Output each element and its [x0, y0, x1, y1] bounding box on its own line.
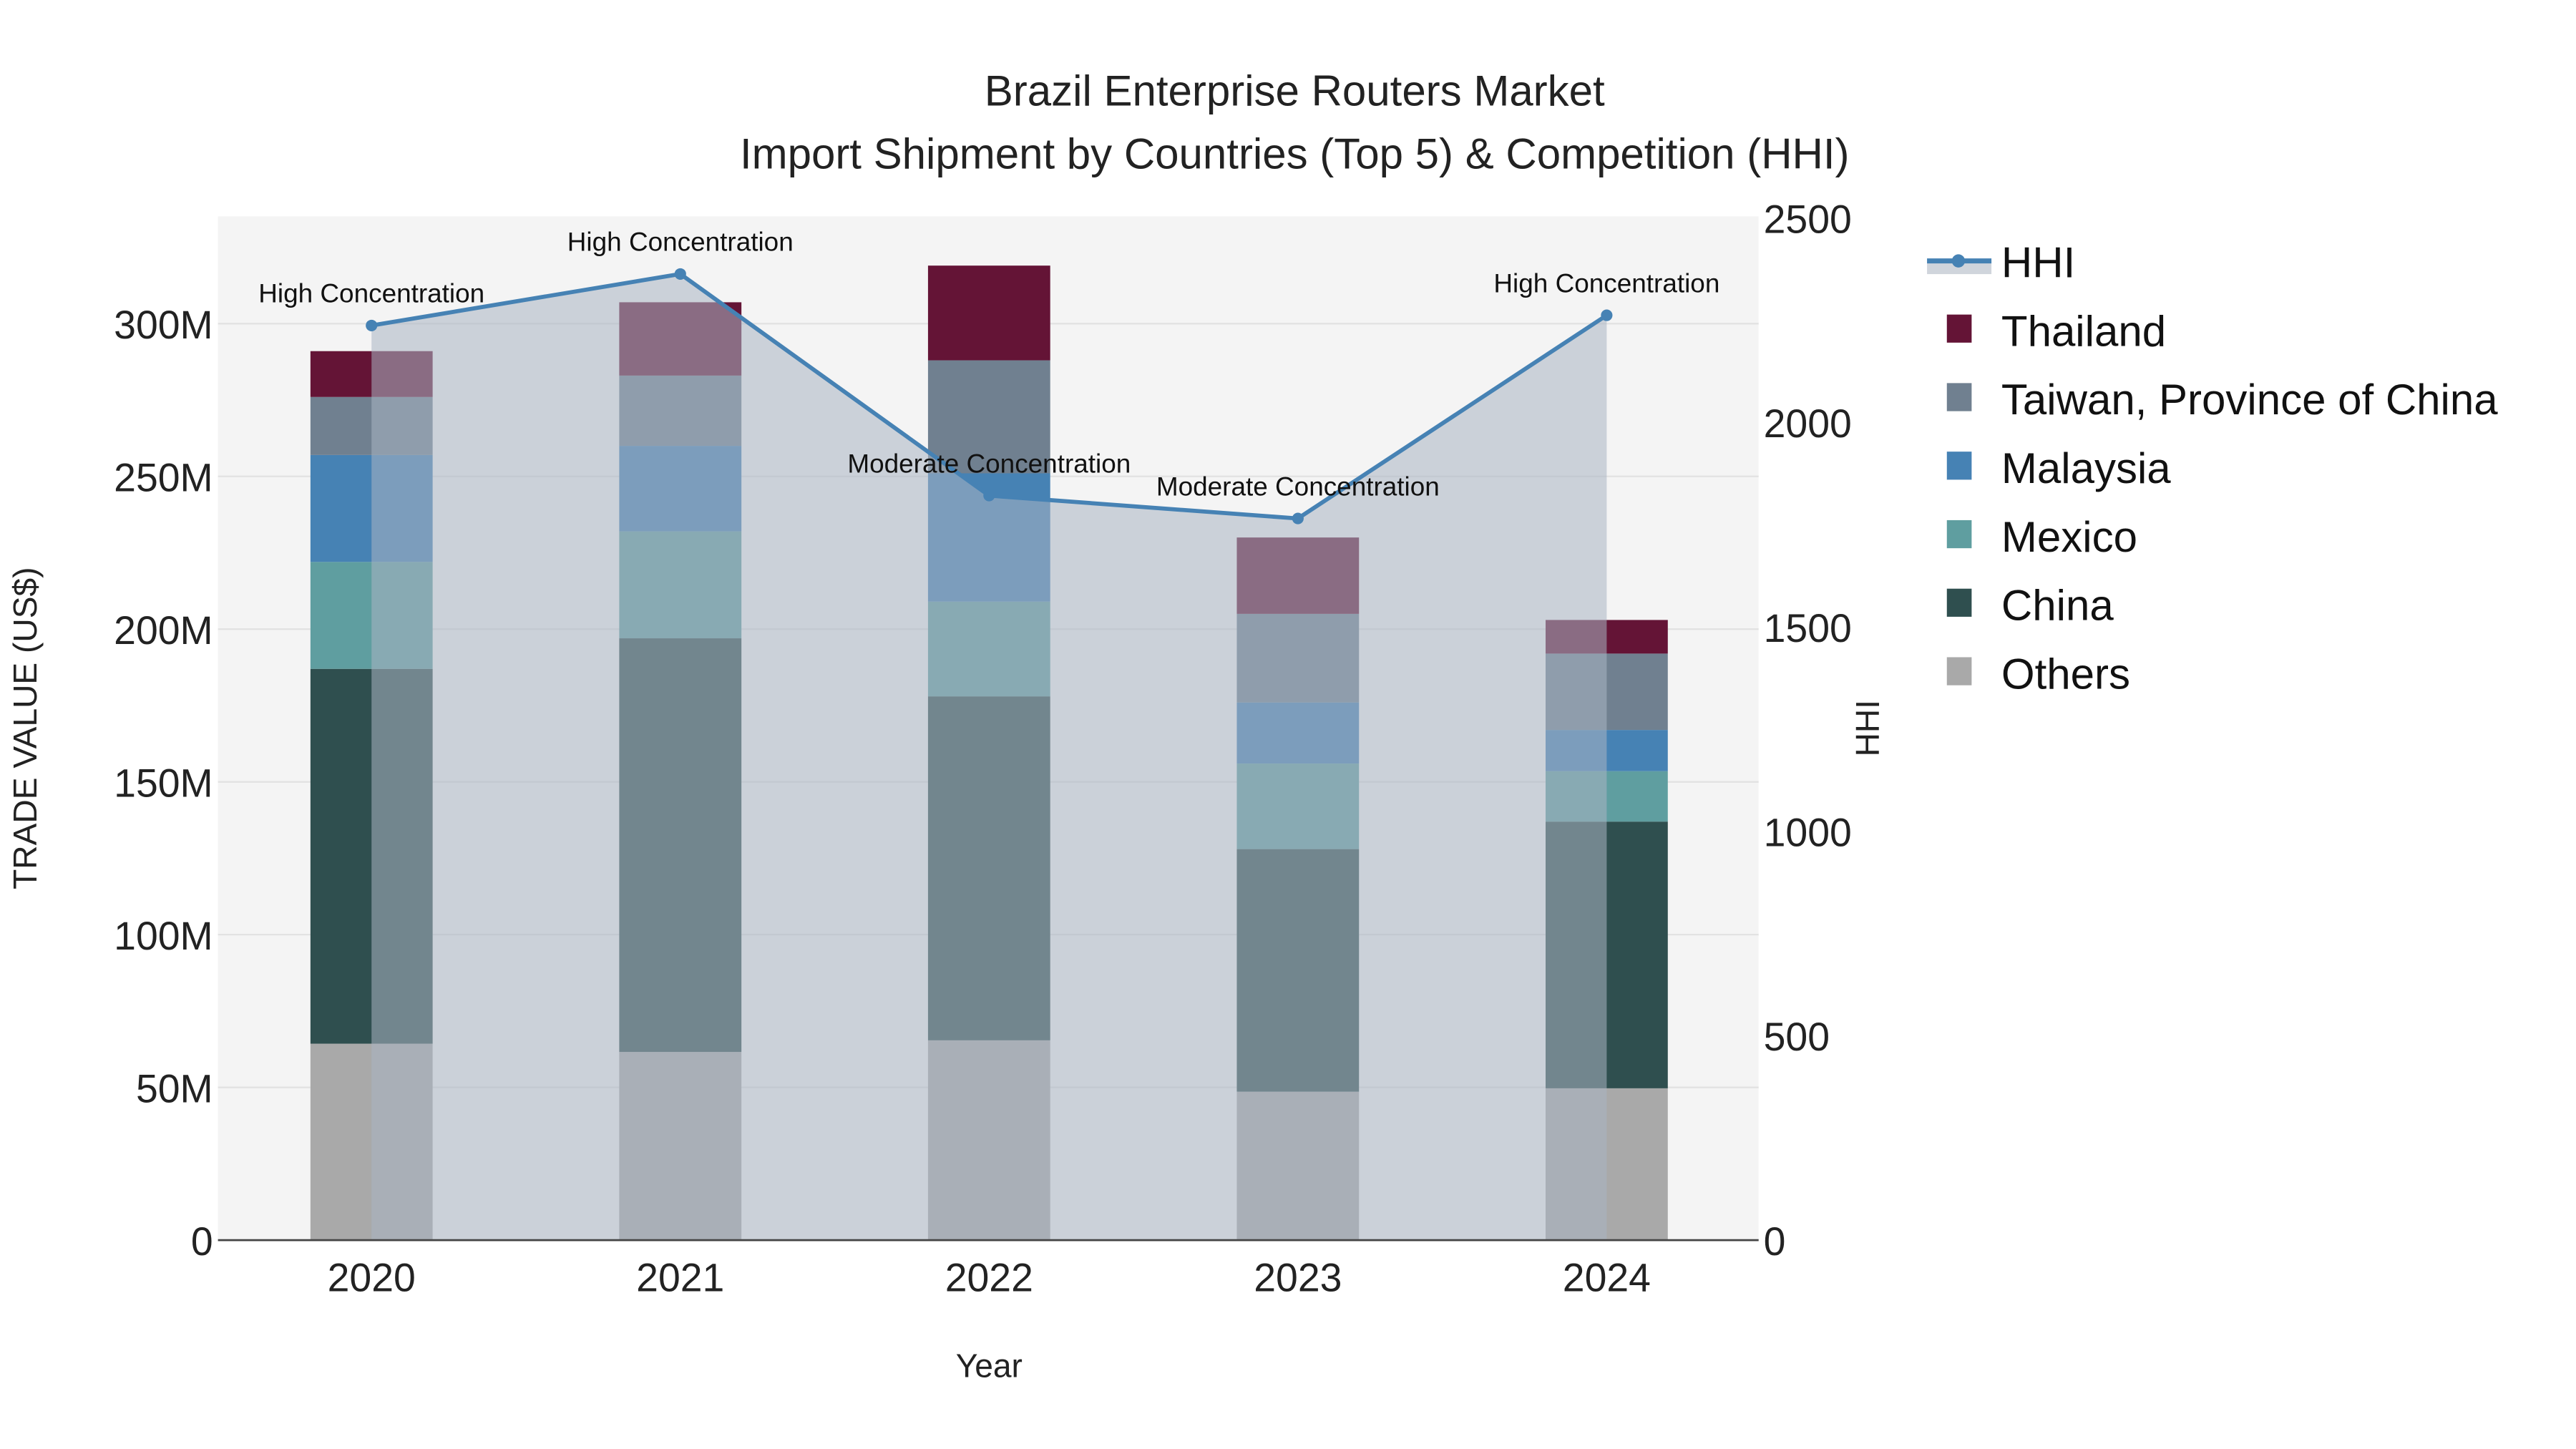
legend-swatch	[1946, 452, 1972, 480]
hhi-point	[674, 268, 686, 280]
legend-item-mexico[interactable]: Mexico	[1946, 513, 2137, 561]
legend-label: Taiwan, Province of China	[2001, 376, 2498, 424]
legend-swatch	[1946, 588, 1972, 617]
y-tick-label: 50M	[136, 1066, 213, 1111]
hhi-annotation: Moderate Concentration	[847, 449, 1131, 478]
y-tick-label: 100M	[114, 914, 213, 958]
y-tick-label: 150M	[114, 761, 213, 805]
legend-item-hhi[interactable]: HHI	[1927, 239, 2075, 287]
y-tick-label: 250M	[114, 456, 213, 500]
y2-tick-label: 1500	[1764, 606, 1852, 650]
y2-tick-label: 2500	[1764, 197, 1852, 241]
bar-taiwan-province-of-china-2022	[927, 360, 1050, 474]
legend-area-swatch	[1927, 260, 1992, 275]
chart-title: Brazil Enterprise Routers Market	[985, 67, 1605, 115]
x-tick-label: 2020	[328, 1256, 416, 1300]
hhi-annotation: High Concentration	[258, 279, 484, 308]
x-tick-label: 2022	[945, 1256, 1033, 1300]
x-tick-label: 2023	[1254, 1256, 1342, 1300]
x-tick-label: 2021	[636, 1256, 724, 1300]
hhi-point	[1601, 309, 1613, 321]
hhi-annotation: High Concentration	[1493, 268, 1719, 298]
hhi-point	[366, 319, 378, 331]
legend-label: HHI	[2001, 239, 2075, 287]
hhi-area	[371, 273, 1607, 1241]
chart-subtitle: Import Shipment by Countries (Top 5) & C…	[740, 130, 1850, 177]
y-tick-label: 0	[191, 1219, 213, 1264]
bar-thailand-2022	[927, 265, 1050, 361]
hhi-point	[1292, 512, 1304, 525]
hhi-annotation: Moderate Concentration	[1156, 472, 1440, 501]
legend-item-thailand[interactable]: Thailand	[1946, 307, 2166, 355]
legend-label: Malaysia	[2001, 444, 2171, 492]
hhi-annotation: High Concentration	[567, 228, 794, 257]
legend-label: Others	[2001, 650, 2130, 698]
y-tick-label: 300M	[114, 303, 213, 347]
y2-tick-label: 2000	[1764, 401, 1852, 446]
legend-label: Thailand	[2001, 307, 2166, 355]
legend-item-others[interactable]: Others	[1946, 650, 2130, 698]
y2-tick-label: 0	[1764, 1219, 1786, 1264]
legend-swatch	[1946, 519, 1972, 549]
legend-item-taiwan-province-of-china[interactable]: Taiwan, Province of China	[1946, 376, 2498, 424]
y-axis-title: TRADE VALUE (US$)	[6, 567, 44, 889]
y2-tick-label: 1000	[1764, 810, 1852, 854]
x-tick-label: 2024	[1563, 1256, 1651, 1300]
legend-marker	[1951, 254, 1966, 268]
hhi-point	[983, 489, 995, 502]
legend-item-china[interactable]: China	[1946, 582, 2114, 630]
y2-tick-label: 500	[1764, 1015, 1830, 1059]
legend-swatch	[1946, 657, 1972, 686]
y-tick-label: 200M	[114, 608, 213, 653]
legend-swatch	[1946, 383, 1972, 411]
legend-item-malaysia[interactable]: Malaysia	[1946, 444, 2172, 492]
legend-label: Mexico	[2001, 513, 2137, 561]
legend-swatch	[1946, 314, 1972, 343]
x-axis-title: Year	[956, 1347, 1023, 1385]
y2-axis-title: HHI	[1849, 700, 1886, 756]
legend-label: China	[2001, 582, 2114, 630]
